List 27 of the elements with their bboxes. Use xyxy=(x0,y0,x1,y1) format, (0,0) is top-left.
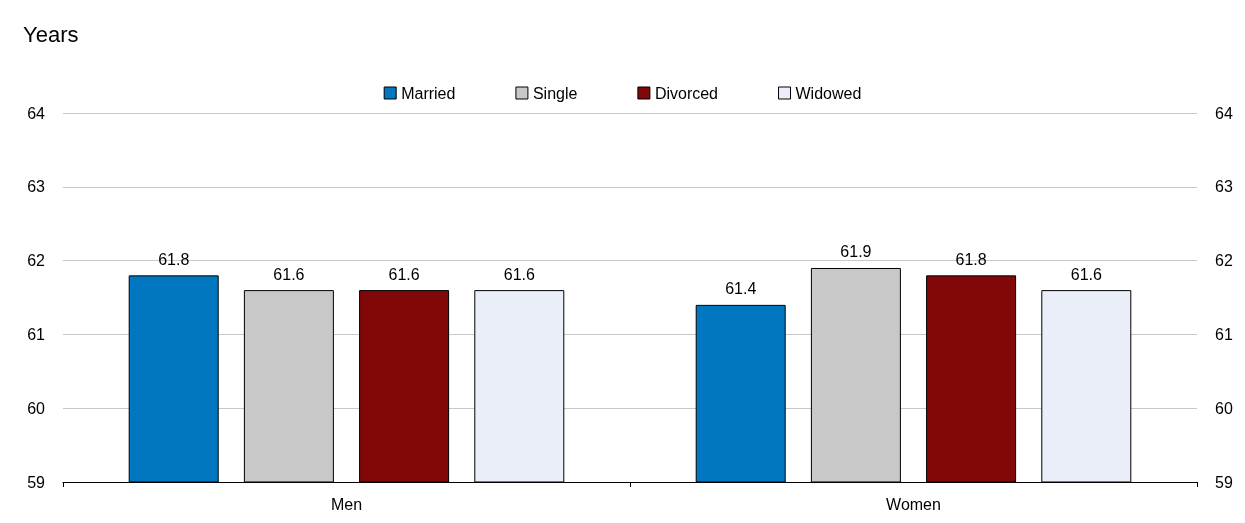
y2-tick-label: 60 xyxy=(1215,399,1233,417)
y-tick-label: 64 xyxy=(27,104,46,122)
legend-label: Married xyxy=(401,84,456,102)
legend-label: Divorced xyxy=(654,84,719,102)
data-label: 61.9 xyxy=(840,243,872,261)
data-label: 61.8 xyxy=(158,250,190,268)
y2-tick-label: 59 xyxy=(1215,473,1233,491)
data-label: 61.6 xyxy=(503,265,535,283)
y-tick-label: 59 xyxy=(27,473,46,491)
data-label: 61.6 xyxy=(1070,265,1102,283)
x-tick-label: Women xyxy=(886,495,941,513)
y2-tick-label: 62 xyxy=(1215,252,1233,270)
y-tick-label: 61 xyxy=(27,325,46,343)
y-tick-label: 63 xyxy=(27,178,46,196)
y2-tick-label: 64 xyxy=(1215,104,1233,122)
x-tick-label: Men xyxy=(330,495,363,513)
y-tick-label: 60 xyxy=(27,399,46,417)
legend-label: Widowed xyxy=(795,84,862,102)
y2-tick-label: 63 xyxy=(1215,178,1233,196)
y-tick-label: 62 xyxy=(27,252,46,270)
y2-tick-label: 61 xyxy=(1215,325,1233,343)
data-label: 61.6 xyxy=(273,265,305,283)
y-axis-title: Years xyxy=(23,21,79,47)
legend-label: Single xyxy=(532,84,578,102)
data-label: 61.6 xyxy=(388,265,420,283)
data-label: 61.8 xyxy=(955,250,987,268)
data-label: 61.4 xyxy=(725,280,757,298)
